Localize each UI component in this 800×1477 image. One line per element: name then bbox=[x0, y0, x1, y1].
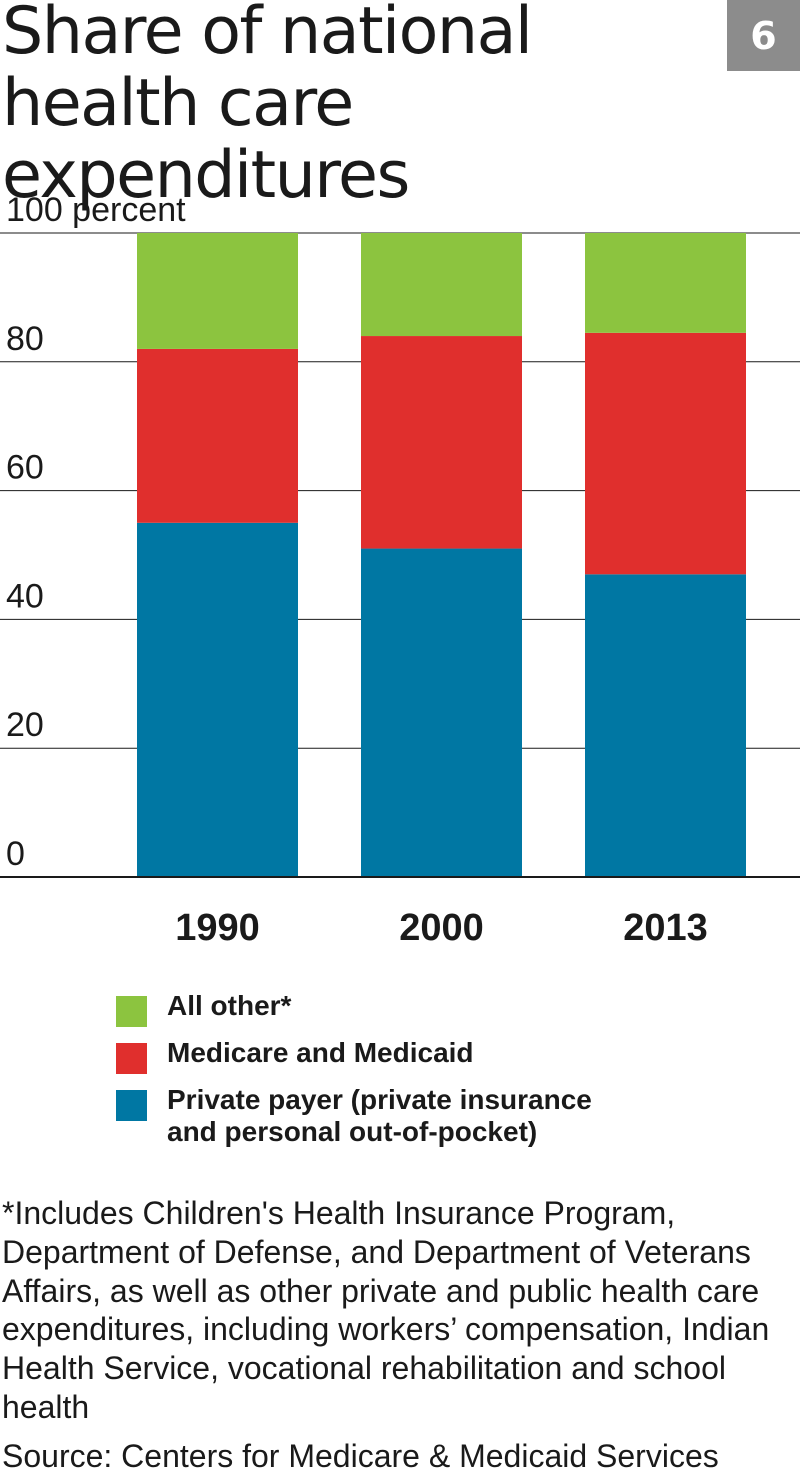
y-tick-label: 60 bbox=[6, 449, 44, 487]
legend-swatch-medicare-medicaid bbox=[116, 1043, 147, 1074]
bar-segment bbox=[361, 548, 522, 877]
x-tick-label: 2000 bbox=[399, 907, 484, 949]
bar-segment bbox=[585, 233, 746, 333]
figure-number-badge: 6 bbox=[727, 0, 800, 71]
bar-segment bbox=[361, 336, 522, 549]
source-note: Source: Centers for Medicare & Medicaid … bbox=[2, 1438, 719, 1474]
legend-label: Medicare and Medicaid bbox=[167, 1037, 474, 1068]
bar-segment bbox=[361, 233, 522, 337]
chart-title: Share of national health care expenditur… bbox=[2, 0, 533, 213]
bar-segment bbox=[137, 233, 298, 349]
x-axis-tick-labels: 1990 2000 2013 bbox=[175, 907, 708, 949]
legend-item-all-other: All other* bbox=[116, 990, 796, 1027]
legend-swatch-all-other bbox=[116, 996, 147, 1027]
stacked-bar-chart: 0 20 40 60 80 100 percent 1990 2000 2013 bbox=[0, 191, 800, 949]
footnote: *Includes Children's Health Insurance Pr… bbox=[2, 1195, 770, 1425]
legend-label: Private payer (private insurance and per… bbox=[167, 1084, 592, 1147]
bar-segment bbox=[585, 574, 746, 877]
legend-item-private-payer: Private payer (private insurance and per… bbox=[116, 1084, 796, 1148]
bar-segment bbox=[137, 522, 298, 877]
y-tick-label: 100 percent bbox=[6, 191, 186, 229]
y-tick-label: 0 bbox=[6, 835, 25, 873]
legend-label: All other* bbox=[167, 990, 292, 1021]
legend-item-medicare-medicaid: Medicare and Medicaid bbox=[116, 1037, 796, 1074]
bars bbox=[137, 233, 746, 877]
bar-segment bbox=[585, 332, 746, 575]
y-tick-label: 40 bbox=[6, 577, 44, 615]
x-tick-label: 2013 bbox=[623, 907, 708, 949]
bar-segment bbox=[137, 348, 298, 523]
x-tick-label: 1990 bbox=[175, 907, 260, 949]
legend-swatch-private-payer bbox=[116, 1090, 147, 1121]
y-tick-label: 80 bbox=[6, 320, 44, 358]
y-tick-label: 20 bbox=[6, 706, 44, 744]
legend: All other* Medicare and Medicaid Private… bbox=[116, 990, 796, 1163]
y-axis-tick-labels: 0 20 40 60 80 100 percent bbox=[6, 191, 186, 873]
